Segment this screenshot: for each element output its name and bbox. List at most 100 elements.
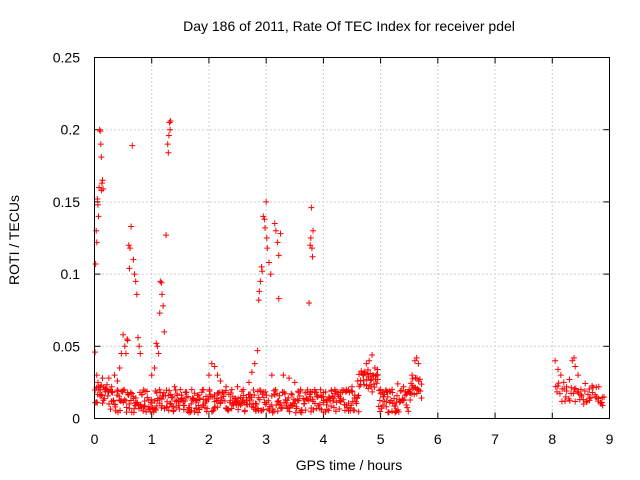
data-point-marker — [378, 405, 385, 412]
data-point-marker — [166, 119, 173, 126]
x-tick-label: 8 — [548, 431, 556, 447]
data-point-marker — [225, 407, 232, 414]
data-point-marker — [317, 386, 324, 393]
data-point-marker — [593, 384, 600, 391]
data-point-marker — [554, 383, 561, 390]
data-point-marker — [140, 407, 147, 414]
data-point-marker — [191, 390, 198, 397]
data-point-marker — [251, 360, 258, 367]
data-point-marker — [101, 395, 108, 402]
data-point-marker — [237, 402, 244, 409]
y-tick-label: 0.1 — [61, 266, 81, 282]
data-point-marker — [104, 392, 111, 399]
data-point-marker — [407, 390, 414, 397]
data-point-marker — [193, 397, 200, 404]
data-point-marker — [94, 201, 101, 208]
data-point-marker — [336, 406, 343, 413]
data-point-marker — [555, 380, 562, 387]
data-point-marker — [130, 256, 137, 263]
data-point-marker — [211, 391, 218, 398]
data-point-marker — [188, 407, 195, 414]
data-point-marker — [560, 379, 567, 386]
data-point-marker — [282, 390, 289, 397]
data-point-marker — [182, 397, 189, 404]
data-point-marker — [234, 383, 241, 390]
data-point-marker — [267, 271, 274, 278]
data-point-marker — [122, 350, 129, 357]
data-point-marker — [217, 377, 224, 384]
data-point-marker — [302, 407, 309, 414]
data-point-marker — [206, 386, 213, 393]
data-point-marker — [238, 388, 245, 395]
data-point-marker — [194, 409, 201, 416]
data-point-marker — [366, 357, 373, 364]
data-point-marker — [279, 404, 286, 411]
data-point-marker — [369, 351, 376, 358]
data-point-marker — [295, 397, 302, 404]
data-point-marker — [120, 387, 127, 394]
data-point-marker — [164, 141, 171, 148]
data-point-marker — [151, 364, 158, 371]
x-tick-label: 2 — [205, 431, 213, 447]
y-tick-label: 0.15 — [53, 194, 80, 210]
data-point-marker — [399, 396, 406, 403]
data-point-marker — [260, 406, 267, 413]
data-point-marker — [314, 393, 321, 400]
data-point-marker — [306, 299, 313, 306]
data-point-marker — [416, 376, 423, 383]
data-point-marker — [188, 386, 195, 393]
data-point-marker — [418, 381, 425, 388]
data-point-marker — [264, 245, 271, 252]
data-point-marker — [172, 387, 179, 394]
data-point-marker — [404, 404, 411, 411]
data-point-marker — [128, 223, 135, 230]
data-point-marker — [166, 387, 173, 394]
data-point-marker — [283, 399, 290, 406]
data-point-marker — [153, 340, 160, 347]
data-point-marker — [196, 395, 203, 402]
data-point-marker — [261, 216, 268, 223]
data-point-marker — [298, 409, 305, 416]
data-point-marker — [384, 393, 391, 400]
data-point-marker — [137, 402, 144, 409]
data-point-marker — [354, 377, 361, 384]
data-point-marker — [272, 227, 279, 234]
data-point-marker — [364, 366, 371, 373]
x-tick-label: 6 — [434, 431, 442, 447]
data-point-marker — [228, 386, 235, 393]
data-point-marker — [277, 230, 284, 237]
data-point-marker — [310, 227, 317, 234]
data-point-marker — [552, 357, 559, 364]
x-tick-label: 9 — [606, 431, 614, 447]
data-point-marker — [274, 408, 281, 415]
data-point-marker — [350, 406, 357, 413]
data-point-marker — [127, 389, 134, 396]
data-point-marker — [370, 381, 377, 388]
data-point-marker — [415, 387, 422, 394]
data-point-marker — [415, 360, 422, 367]
data-point-marker — [379, 402, 386, 409]
data-point-marker — [373, 380, 380, 387]
data-point-marker — [307, 235, 314, 241]
data-point-marker — [385, 409, 392, 416]
data-point-marker — [572, 363, 579, 370]
data-point-marker — [214, 404, 221, 411]
data-point-marker — [330, 395, 337, 402]
data-point-marker — [137, 401, 144, 408]
data-point-marker — [309, 253, 316, 260]
data-point-marker — [275, 252, 282, 259]
data-point-marker — [178, 391, 185, 398]
data-point-marker — [292, 409, 299, 416]
data-point-marker — [572, 398, 579, 405]
data-point-marker — [112, 403, 119, 410]
data-point-marker — [121, 396, 128, 403]
data-point-marker — [167, 400, 174, 407]
data-point-marker — [190, 395, 197, 402]
data-point-marker — [100, 185, 107, 192]
data-point-marker — [95, 213, 102, 220]
data-point-marker — [134, 334, 141, 341]
data-point-marker — [377, 408, 384, 415]
data-point-marker — [266, 259, 273, 266]
data-point-marker — [258, 263, 265, 270]
data-point-marker — [124, 337, 131, 344]
